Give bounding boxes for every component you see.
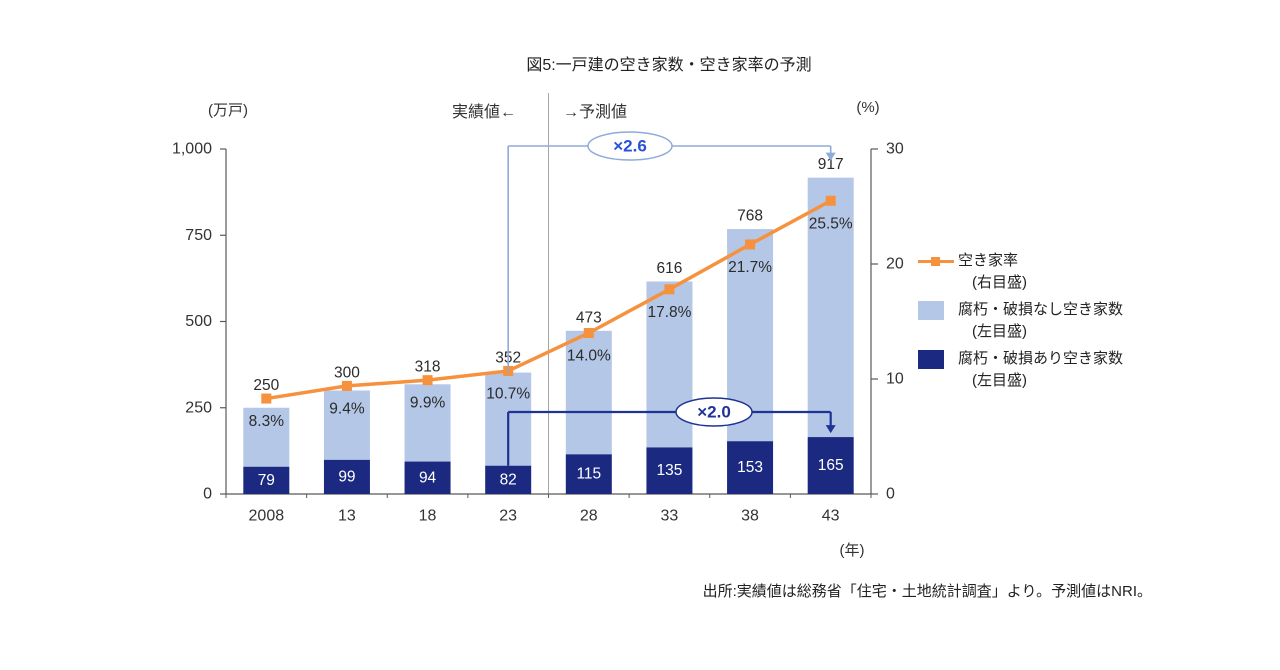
bar-no-damage [807, 177, 854, 438]
bar-no-damage [404, 384, 451, 462]
legend-item-1: 腐朽・破損なし空き家数 (左目盛) [918, 299, 1123, 343]
bar-damaged [565, 454, 612, 494]
bar-damaged [243, 466, 290, 494]
annotation-multiplier-label: ×2.0 [697, 403, 731, 422]
bar-no-damage [243, 407, 290, 467]
total-value-label: 300 [334, 364, 360, 381]
bar-damaged [323, 459, 370, 494]
legend-line-marker-icon [918, 250, 958, 272]
right-axis-unit-label: (%) [856, 99, 880, 116]
right-axis-tick-label: 30 [886, 141, 904, 158]
bar-damaged [485, 465, 532, 494]
vacancy-rate-marker [745, 239, 756, 250]
total-value-label: 768 [737, 208, 763, 225]
damaged-value-label: 115 [576, 466, 601, 483]
vacancy-rate-marker [583, 328, 594, 338]
annotation-ellipse [587, 131, 673, 161]
right-axis-tick-label: 10 [886, 371, 904, 388]
rate-value-label: 21.7% [728, 259, 772, 276]
left-axis-tick-label: 750 [185, 227, 212, 244]
bar-damaged [646, 447, 693, 494]
rate-value-label: 9.4% [329, 400, 365, 417]
left-axis-tick-label: 0 [203, 486, 212, 503]
rate-value-label: 14.0% [567, 348, 611, 365]
damaged-value-label: 135 [657, 462, 683, 479]
x-axis-category-label: 43 [822, 508, 840, 525]
annotation-ellipse [675, 397, 753, 427]
forecast-values-label: →予測値 [563, 104, 628, 121]
rate-value-label: 17.8% [647, 304, 691, 321]
legend-label: 腐朽・破損あり空き家数 (左目盛) [958, 350, 1124, 389]
left-axis-tick-label: 1,000 [172, 141, 212, 158]
vacancy-rate-marker [664, 284, 675, 295]
damaged-value-label: 153 [737, 459, 763, 476]
vacancy-rate-marker [422, 375, 433, 386]
rate-value-label: 8.3% [249, 413, 285, 430]
damaged-value-label: 165 [818, 457, 844, 474]
vacancy-rate-marker [341, 380, 352, 391]
vacancy-rate-line [266, 199, 832, 401]
x-axis-category-label: 23 [499, 508, 517, 525]
damaged-value-label: 79 [258, 472, 275, 489]
left-axis-unit-label: (万戸) [208, 102, 248, 119]
chart-title: 図5:一戸建の空き家数・空き家率の予測 [526, 57, 812, 74]
legend-color-swatch-icon [918, 348, 958, 370]
chart-legend: 空き家率 (右目盛) 腐朽・破損なし空き家数 (左目盛) 腐朽・破損あり空き家数 (左目盛… [918, 250, 1123, 392]
left-axis-tick-label: 500 [185, 313, 212, 330]
total-value-label: 616 [657, 260, 683, 277]
right-axis-tick-label: 20 [886, 256, 904, 273]
bar-damaged [404, 461, 451, 494]
total-value-label: 917 [818, 156, 844, 173]
legend-label: 腐朽・破損なし空き家数 (左目盛) [958, 301, 1124, 340]
x-axis-category-label: 2008 [249, 508, 285, 525]
right-axis-tick-label: 0 [886, 486, 895, 503]
damaged-value-label: 82 [500, 471, 517, 488]
total-value-label: 473 [576, 309, 602, 326]
x-axis-category-label: 38 [741, 508, 759, 525]
bar-damaged [727, 441, 774, 494]
bar-no-damage [323, 390, 370, 460]
rate-value-label: 25.5% [809, 215, 853, 232]
legend-label: 空き家率 (右目盛) [958, 252, 1027, 291]
total-value-label: 250 [253, 377, 279, 394]
bar-no-damage [565, 330, 612, 455]
annotation-multiplier-label: ×2.6 [613, 137, 647, 156]
x-axis-category-label: 33 [661, 508, 679, 525]
rate-value-label: 9.9% [410, 395, 446, 412]
source-note: 出所:実績値は総務省「住宅・土地統計調査」より。予測値はNRI。 [702, 583, 1152, 600]
total-value-label: 318 [415, 359, 441, 376]
left-axis-tick-label: 250 [185, 399, 212, 416]
legend-item-2: 腐朽・破損あり空き家数 (左目盛) [918, 348, 1123, 392]
vacancy-rate-marker [261, 393, 272, 404]
legend-item-0: 空き家率 (右目盛) [918, 250, 1123, 294]
bar-damaged [807, 437, 854, 494]
damaged-value-label: 99 [338, 468, 355, 485]
x-axis-unit-label: (年) [839, 542, 865, 559]
damaged-value-label: 94 [419, 469, 437, 486]
actual-values-label: 実績値← [452, 104, 517, 121]
x-axis-category-label: 28 [580, 508, 598, 525]
vacancy-rate-marker [825, 195, 836, 206]
x-axis-category-label: 13 [338, 508, 356, 525]
legend-color-swatch-icon [918, 299, 958, 321]
annotation-arrowhead-icon [825, 425, 836, 434]
rate-value-label: 10.7% [486, 385, 530, 402]
x-axis-category-label: 18 [419, 508, 437, 525]
annotation-arrowhead-icon [825, 152, 836, 161]
